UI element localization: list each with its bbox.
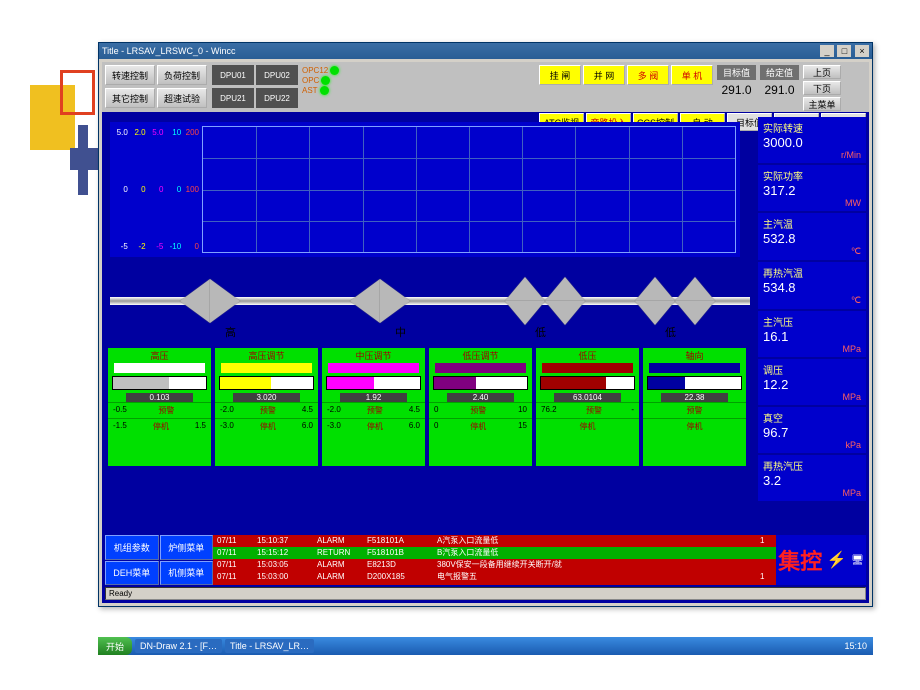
stage-label: 低 bbox=[535, 324, 546, 340]
lp2-up bbox=[635, 277, 675, 301]
sidebar-metric-7: 再热汽压3.2MPa bbox=[758, 455, 866, 501]
turbine-shaft: 高中低低 bbox=[110, 262, 750, 342]
lp2-dn bbox=[635, 301, 675, 325]
stage-label: 低 bbox=[665, 324, 676, 340]
taskbar-item-0[interactable]: DN-Draw 2.1 - [F… bbox=[135, 639, 222, 653]
alarm-row[interactable]: 07/1115:15:12RETURNF518101BB汽泵入口流量低 bbox=[213, 547, 776, 559]
sidebar-metric-2: 主汽温532.8℃ bbox=[758, 213, 866, 260]
led-ast: AST bbox=[302, 86, 339, 95]
sidebar-metric-4: 主汽压16.1MPa bbox=[758, 311, 866, 357]
screen-icon[interactable]: 🖥 bbox=[851, 555, 864, 566]
alarm-right-text: 集控 bbox=[778, 544, 822, 576]
start-button[interactable]: 开始 bbox=[98, 637, 132, 655]
hp-stage bbox=[180, 279, 210, 323]
stage-label: 中 bbox=[395, 324, 406, 340]
ip-stage-r bbox=[380, 279, 410, 323]
stage-label: 高 bbox=[225, 324, 236, 340]
max-button[interactable]: □ bbox=[837, 45, 851, 57]
alarm-row[interactable]: 07/1115:03:00ALARMD200X185电气报警五1 bbox=[213, 571, 776, 583]
valve-panel-1: 高压调节3.020-2.0预警4.5-3.0停机6.0 bbox=[215, 348, 318, 466]
system-tray[interactable]: 15:10 bbox=[838, 641, 873, 651]
target-1: 给定值291.0 bbox=[760, 65, 799, 111]
cmd-button-0[interactable]: 挂 闸 bbox=[539, 65, 581, 85]
nav-button-1[interactable]: 下页 bbox=[803, 81, 841, 95]
deco-red-frame bbox=[60, 70, 95, 115]
statusbar: Ready bbox=[105, 587, 866, 600]
lp1b-up bbox=[545, 277, 585, 301]
alarm-menu-3[interactable]: 机侧菜单 bbox=[160, 561, 214, 586]
cmd-button-1[interactable]: 并 网 bbox=[583, 65, 625, 85]
chart-y-row: -5-2-5-100 bbox=[114, 242, 199, 251]
valve-panel-3: 低压调节2.400预警100停机15 bbox=[429, 348, 532, 466]
dpu-dpu21[interactable]: DPU21 bbox=[212, 88, 254, 108]
mode-button-0[interactable]: 转速控制 bbox=[105, 65, 155, 85]
alarm-row[interactable]: 07/1115:03:05ALARME8213D380V保安一段备用继续开关断开… bbox=[213, 559, 776, 571]
alarm-row[interactable]: 07/1115:10:37ALARMF518101AA汽泵入口流量低1 bbox=[213, 535, 776, 547]
sidebar-metric-1: 实际功率317.2MW bbox=[758, 165, 866, 211]
chart-y-row: 5.02.05.010200 bbox=[114, 128, 199, 137]
bolt-icon: ⚡ bbox=[827, 550, 847, 570]
nav-button-0[interactable]: 上页 bbox=[803, 65, 841, 79]
window-title: Title - LRSAV_LRSWC_0 - Wincc bbox=[102, 43, 236, 59]
led-opc: OPC bbox=[302, 76, 339, 85]
led-opc12: OPC12 bbox=[302, 66, 339, 75]
window-controls: _ □ × bbox=[819, 43, 869, 59]
sidebar-metric-5: 调压12.2MPa bbox=[758, 359, 866, 405]
alarm-menu-0[interactable]: 机组参数 bbox=[105, 535, 159, 560]
titlebar[interactable]: Title - LRSAV_LRSWC_0 - Wincc _ □ × bbox=[99, 43, 872, 59]
dpu-dpu01[interactable]: DPU01 bbox=[212, 65, 254, 85]
nav-button-2[interactable]: 主菜单 bbox=[803, 97, 841, 111]
trend-chart: 5.02.05.010200 0000100 -5-2-5-100 bbox=[110, 122, 740, 257]
cmd-button-3[interactable]: 单 机 bbox=[671, 65, 713, 85]
scada-panel: 转速控制负荷控制其它控制超速试验 DPU01DPU02DPU21DPU22 OP… bbox=[102, 62, 869, 603]
lp2b-dn bbox=[675, 301, 715, 325]
sidebar-metric-6: 真空96.7kPa bbox=[758, 407, 866, 453]
valve-panel-0: 高压0.103-0.5预警-1.5停机1.5 bbox=[108, 348, 211, 466]
lp2b-up bbox=[675, 277, 715, 301]
sidebar-metric-0: 实际转速3000.0r/Min bbox=[758, 117, 866, 163]
app-window: Title - LRSAV_LRSWC_0 - Wincc _ □ × 转速控制… bbox=[98, 42, 873, 607]
alarm-footer: 机组参数炉侧菜单DEH菜单机侧菜单 07/1115:10:37ALARMF518… bbox=[105, 535, 866, 585]
valve-panel-4: 低压63.010476.2预警-停机 bbox=[536, 348, 639, 466]
alarm-menu-1[interactable]: 炉侧菜单 bbox=[160, 535, 214, 560]
lp1b-dn bbox=[545, 301, 585, 325]
hp-stage-r bbox=[210, 279, 240, 323]
dpu-dpu02[interactable]: DPU02 bbox=[256, 65, 298, 85]
alarm-menu-2[interactable]: DEH菜单 bbox=[105, 561, 159, 586]
close-button[interactable]: × bbox=[855, 45, 869, 57]
cmd-button-2[interactable]: 多 阀 bbox=[627, 65, 669, 85]
taskbar: 开始 DN-Draw 2.1 - [F…Title - LRSAV_LR… 15… bbox=[98, 637, 873, 655]
taskbar-item-1[interactable]: Title - LRSAV_LR… bbox=[225, 639, 314, 653]
mode-button-2[interactable]: 其它控制 bbox=[105, 88, 155, 108]
valve-panel-2: 中压调节1.92-2.0预警4.5-3.0停机6.0 bbox=[322, 348, 425, 466]
alarm-right: 集控 ⚡ 🖥 bbox=[776, 535, 866, 585]
lp1-up bbox=[505, 277, 545, 301]
sidebar-metric-3: 再热汽温534.8℃ bbox=[758, 262, 866, 309]
mode-button-1[interactable]: 负荷控制 bbox=[157, 65, 207, 85]
ip-stage bbox=[350, 279, 380, 323]
valve-panel-5: 轴向22.38预警停机 bbox=[643, 348, 746, 466]
chart-y-row: 0000100 bbox=[114, 185, 199, 194]
min-button[interactable]: _ bbox=[820, 45, 834, 57]
lp1-dn bbox=[505, 301, 545, 325]
mode-button-3[interactable]: 超速试验 bbox=[157, 88, 207, 108]
toolbar: 转速控制负荷控制其它控制超速试验 DPU01DPU02DPU21DPU22 OP… bbox=[102, 62, 869, 112]
target-0: 目标值291.0 bbox=[717, 65, 756, 111]
dpu-dpu22[interactable]: DPU22 bbox=[256, 88, 298, 108]
